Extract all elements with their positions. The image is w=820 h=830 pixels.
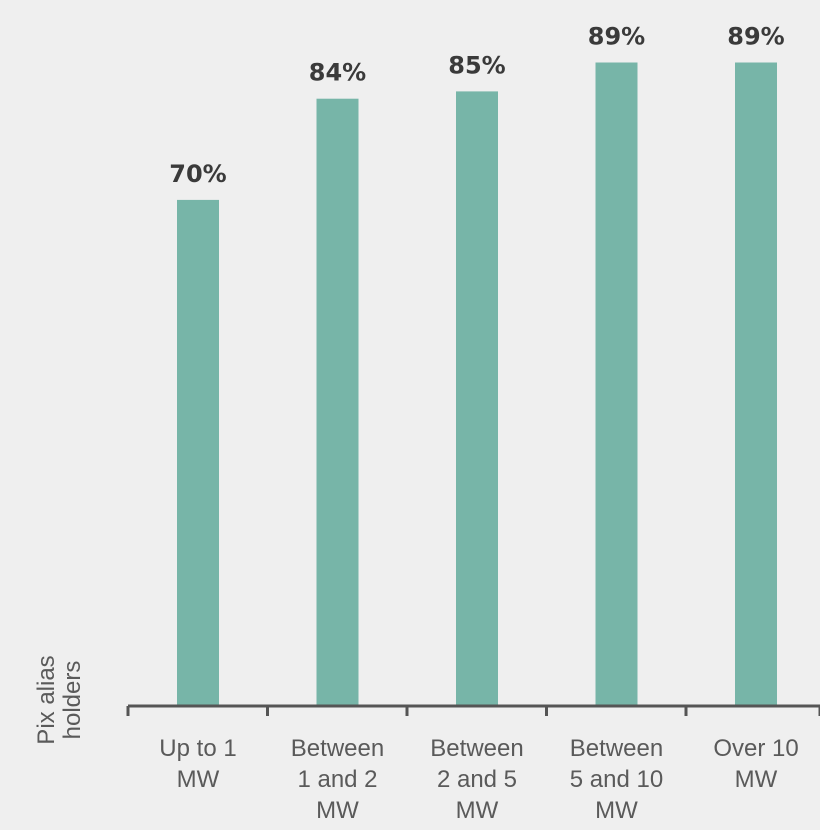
bar	[456, 91, 498, 706]
x-tick-label: Between	[430, 735, 523, 762]
x-tick-label: Up to 1	[159, 735, 236, 762]
tick-labels-layer: Up to 1 MW Between 1 and 2 MW Between 2 and 5 M…	[159, 735, 798, 824]
y-axis-label-line: holders	[59, 661, 86, 740]
bar	[316, 98, 359, 706]
bar-value-label: 84%	[309, 59, 366, 87]
bar-value-label: 85%	[448, 51, 505, 79]
value-labels-layer: 70% 84% 85% 89% 89%	[169, 23, 784, 188]
x-tick-label: MW	[595, 797, 638, 824]
bars-layer	[177, 62, 777, 706]
bar	[595, 62, 638, 706]
x-tick-label: 1 and 2	[297, 766, 377, 793]
x-tick-label: MW	[735, 766, 778, 793]
bar-value-label: 70%	[169, 160, 226, 188]
x-tick-label: Between	[291, 735, 384, 762]
x-tick-label: MW	[316, 797, 359, 824]
x-tick-label: Over 10	[713, 735, 798, 762]
bar-value-label: 89%	[588, 23, 645, 51]
x-tick-label: 5 and 10	[570, 766, 663, 793]
x-tick-label: Between	[570, 735, 663, 762]
ticks-layer	[126, 706, 820, 716]
bar	[735, 62, 777, 706]
x-tick-label: 2 and 5	[437, 766, 517, 793]
bar-value-label: 89%	[727, 23, 784, 51]
x-tick-label: MW	[456, 797, 499, 824]
y-axis-label-line: Pix alias	[33, 655, 60, 744]
y-axis-label: Pix aliasholders	[33, 655, 86, 744]
x-tick-label: MW	[177, 766, 220, 793]
bar	[177, 199, 219, 706]
